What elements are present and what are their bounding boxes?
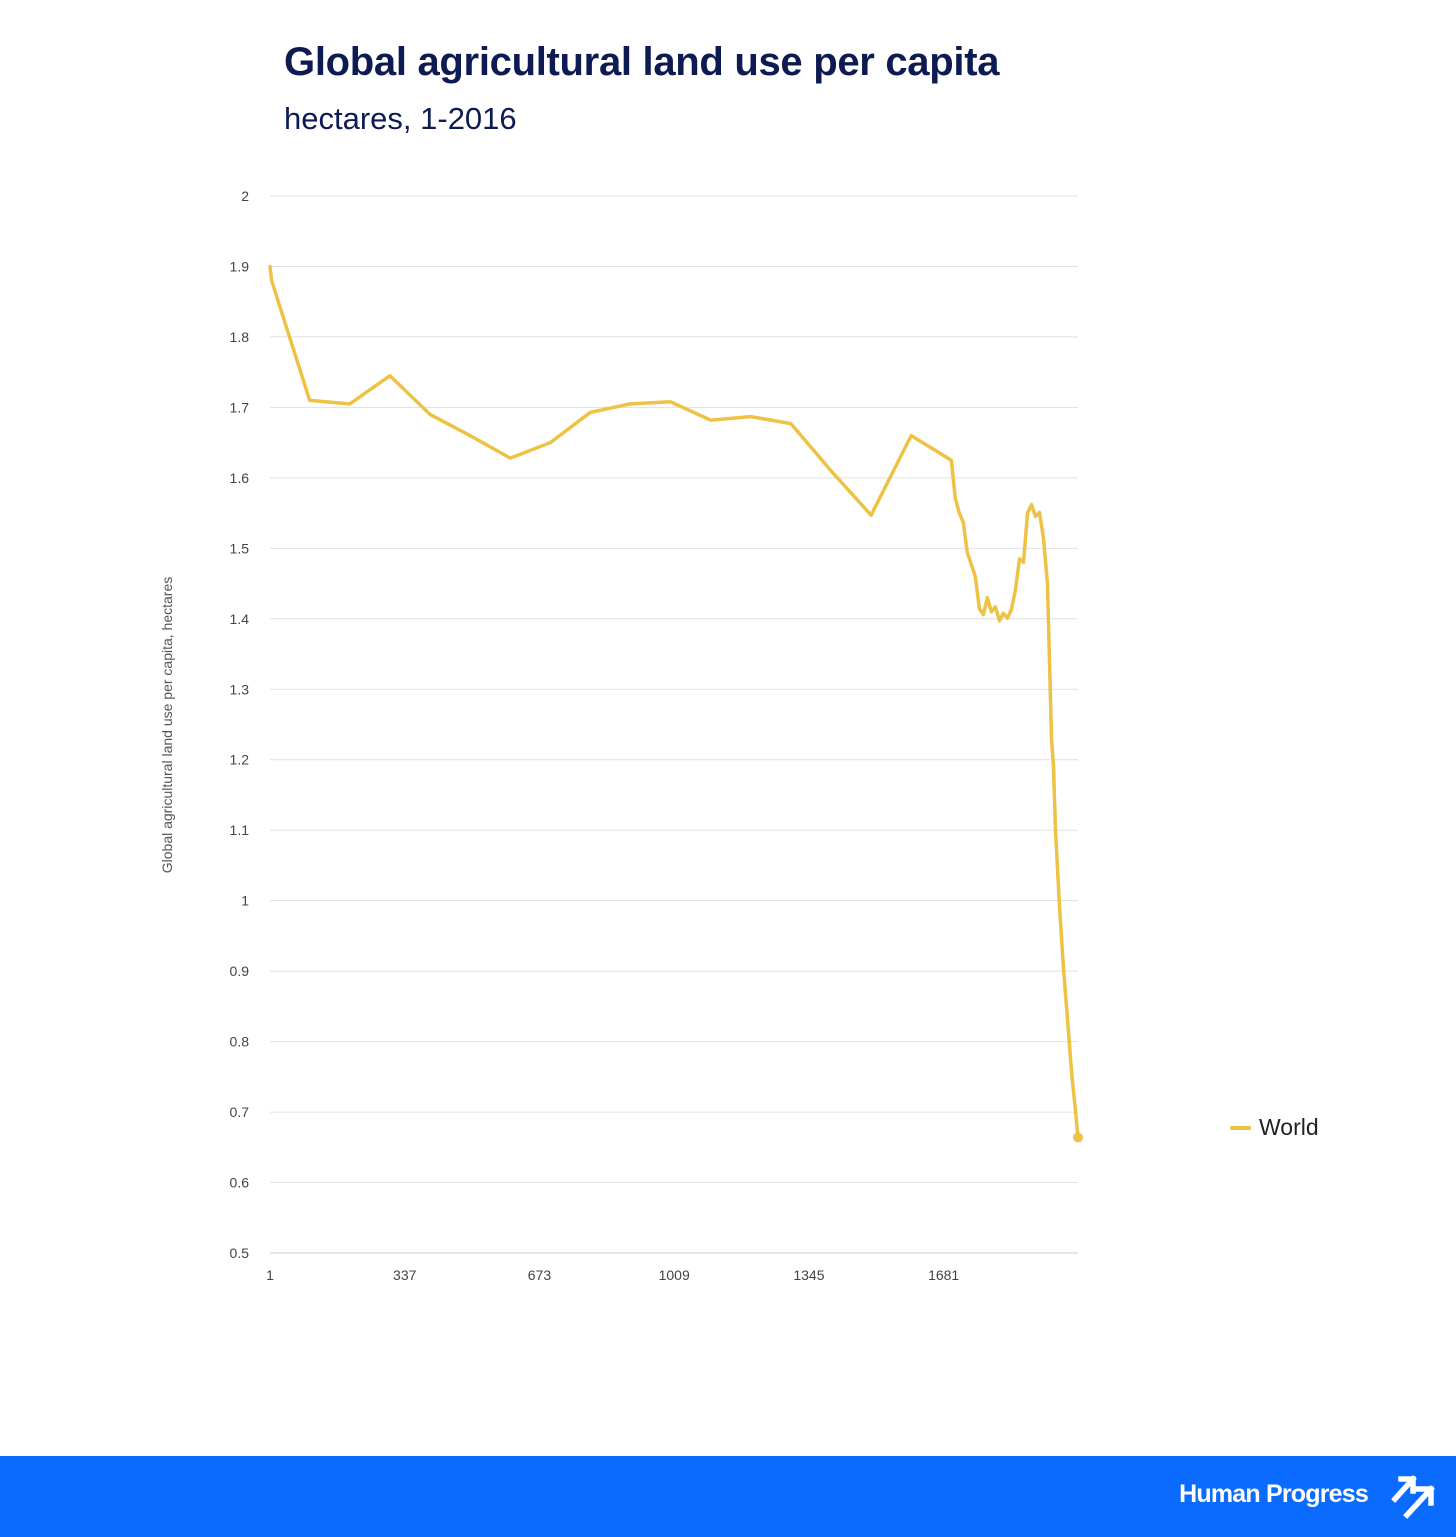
gridlines: [270, 195, 1078, 1254]
y-tick-label: 1.4: [230, 611, 250, 627]
x-tick-label: 1009: [659, 1267, 690, 1283]
y-tick-label: 0.9: [230, 963, 250, 979]
line-chart: 0.5 0.6 0.7 0.8 0.9 1 1.1 1.2 1.3 1.4 1.5 1.6 1.7 1.8…: [159, 188, 1083, 1283]
x-tick-label: 673: [528, 1267, 552, 1283]
y-tick-label: 1.8: [230, 329, 250, 345]
y-tick-label: 1.7: [230, 399, 250, 415]
x-tick-label: 337: [393, 1267, 417, 1283]
x-tick-label: 1345: [793, 1267, 824, 1283]
x-tick-label: 1681: [928, 1267, 959, 1283]
y-tick-label: 1.9: [230, 258, 250, 274]
y-tick-label: 0.8: [230, 1034, 250, 1050]
y-axis-ticks: 0.5 0.6 0.7 0.8 0.9 1 1.1 1.2 1.3 1.4 1.5 1.6 1.7 1.8…: [230, 188, 250, 1261]
y-tick-label: 1: [241, 893, 249, 909]
data-point-last[interactable]: [1073, 1132, 1083, 1143]
series-line-world[interactable]: [268, 264, 1080, 1140]
brand-name[interactable]: Human Progress: [1179, 1480, 1369, 1508]
chart-subtitle: hectares, 1-2016: [284, 101, 517, 136]
x-tick-label: 1: [266, 1267, 274, 1283]
y-tick-label: 1.2: [230, 752, 250, 768]
footer-bar: Human Progress: [0, 1456, 1456, 1537]
y-tick-label: 0.6: [230, 1175, 250, 1191]
y-tick-label: 1.3: [230, 681, 250, 697]
y-tick-label: 0.5: [230, 1245, 250, 1261]
y-tick-label: 0.7: [230, 1104, 250, 1120]
y-tick-label: 2: [241, 188, 249, 204]
legend[interactable]: World: [1230, 1114, 1319, 1141]
y-axis-label: Global agricultural land use per capita,…: [159, 577, 175, 874]
y-tick-label: 1.6: [230, 470, 250, 486]
legend-label-world: World: [1259, 1114, 1319, 1140]
double-arrow-up-right-icon[interactable]: [1391, 1473, 1439, 1519]
y-tick-label: 1.1: [230, 822, 250, 838]
y-tick-label: 1.5: [230, 540, 250, 556]
chart-title: Global agricultural land use per capita: [284, 40, 1000, 84]
legend-swatch-world: [1230, 1125, 1251, 1130]
series-world: [268, 264, 1083, 1143]
x-axis-ticks: 1 337 673 1009 1345 1681: [266, 1267, 959, 1283]
